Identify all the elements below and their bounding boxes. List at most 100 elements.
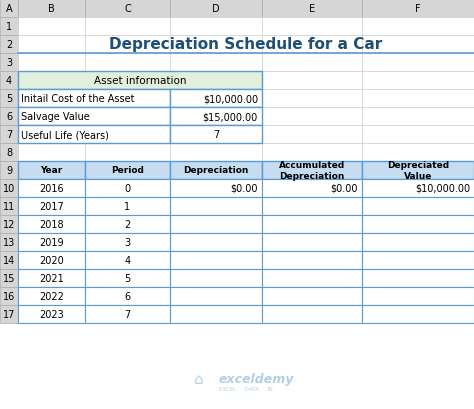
Bar [170, 54, 262, 72]
Bar [362, 162, 474, 180]
Text: $15,000.00: $15,000.00 [203, 112, 258, 122]
Bar [262, 234, 362, 252]
Bar [85, 18, 170, 36]
Bar [362, 287, 474, 305]
Bar [362, 0, 474, 18]
Bar [262, 305, 362, 323]
Text: Period: Period [111, 166, 144, 175]
Bar [170, 198, 262, 216]
Bar [362, 270, 474, 287]
Bar [18, 270, 85, 287]
Bar [262, 54, 362, 72]
Text: 2: 2 [124, 220, 131, 229]
Text: exceldemy: exceldemy [219, 373, 294, 386]
Text: 15: 15 [3, 273, 15, 283]
Bar [262, 198, 362, 216]
Bar [0, 234, 18, 252]
Bar [170, 36, 262, 54]
Bar [0, 54, 18, 72]
Text: D: D [212, 4, 220, 14]
Bar [170, 0, 262, 18]
Text: $10,000.00: $10,000.00 [203, 94, 258, 104]
Bar [0, 72, 18, 90]
Bar [85, 287, 170, 305]
Bar [85, 162, 170, 180]
Bar [85, 234, 170, 252]
Bar [262, 108, 362, 126]
Bar [362, 287, 474, 305]
Bar [85, 72, 170, 90]
Bar [18, 162, 85, 180]
Text: Depreciation Schedule for a Car: Depreciation Schedule for a Car [109, 37, 383, 52]
Bar [18, 216, 85, 234]
Text: 14: 14 [3, 255, 15, 265]
Bar [85, 126, 170, 144]
Bar [262, 305, 362, 323]
Bar [262, 162, 362, 180]
Bar [85, 234, 170, 252]
Text: 7: 7 [6, 130, 12, 139]
Bar [170, 90, 262, 108]
Bar [170, 252, 262, 270]
Text: 0: 0 [125, 184, 130, 193]
Text: 10: 10 [3, 184, 15, 193]
Bar [362, 72, 474, 90]
Bar [170, 198, 262, 216]
Bar [362, 90, 474, 108]
Bar [362, 216, 474, 234]
Text: 13: 13 [3, 237, 15, 247]
Text: 3: 3 [125, 237, 130, 247]
Text: F: F [415, 4, 421, 14]
Bar [362, 305, 474, 323]
Text: 9: 9 [6, 166, 12, 175]
Bar [170, 180, 262, 198]
Bar [170, 216, 262, 234]
Text: 12: 12 [3, 220, 15, 229]
Text: $0.00: $0.00 [230, 184, 258, 193]
Bar [170, 108, 262, 126]
Text: Year: Year [40, 166, 63, 175]
Bar [362, 270, 474, 287]
Bar [0, 216, 18, 234]
Bar [262, 180, 362, 198]
Bar [85, 287, 170, 305]
Bar [0, 287, 18, 305]
Bar [18, 18, 85, 36]
Text: ⌂: ⌂ [194, 372, 204, 387]
Text: 7: 7 [213, 130, 219, 139]
Bar [262, 252, 362, 270]
Bar [18, 0, 85, 18]
Text: 11: 11 [3, 202, 15, 211]
Text: 2022: 2022 [39, 291, 64, 301]
Bar [18, 54, 85, 72]
Bar [362, 162, 474, 180]
Bar [85, 216, 170, 234]
Bar [362, 36, 474, 54]
Text: Depreciation: Depreciation [183, 166, 249, 175]
Text: B: B [48, 4, 55, 14]
Bar [262, 0, 362, 18]
Bar [18, 126, 85, 144]
Text: 2016: 2016 [39, 184, 64, 193]
Bar [262, 90, 362, 108]
Bar [0, 36, 18, 54]
Bar [0, 162, 18, 180]
Bar [85, 180, 170, 198]
Bar [262, 270, 362, 287]
Bar [362, 252, 474, 270]
Bar [262, 287, 362, 305]
Text: $10,000.00: $10,000.00 [415, 184, 470, 193]
Text: 2023: 2023 [39, 309, 64, 319]
Text: Depreciated
Value: Depreciated Value [387, 161, 449, 180]
Text: 17: 17 [3, 309, 15, 319]
Text: 1: 1 [125, 202, 130, 211]
Bar [18, 198, 85, 216]
Bar [262, 162, 362, 180]
Bar [18, 72, 85, 90]
Text: 1: 1 [6, 22, 12, 32]
Bar [0, 198, 18, 216]
Bar [170, 180, 262, 198]
Bar [170, 216, 262, 234]
Bar [170, 287, 262, 305]
Bar [85, 270, 170, 287]
